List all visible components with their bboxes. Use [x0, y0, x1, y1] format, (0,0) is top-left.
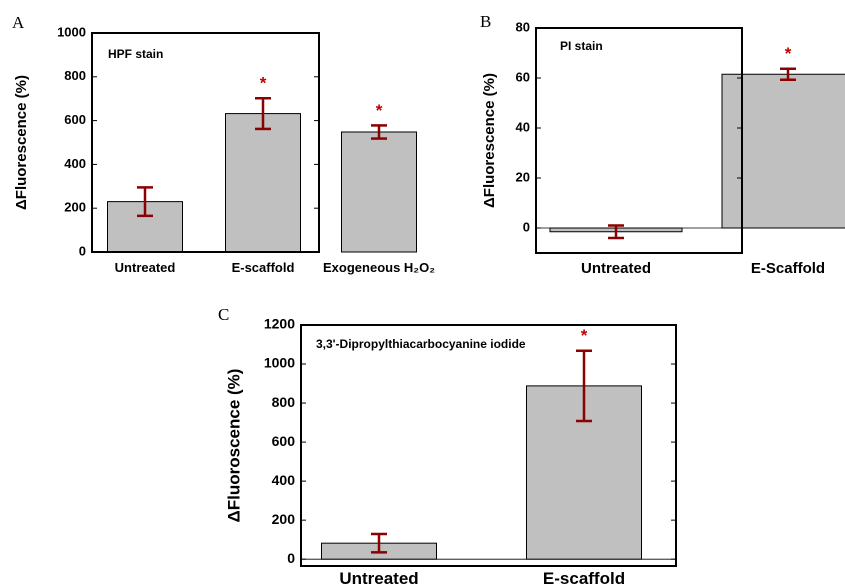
y-tick-label: 20 — [516, 169, 530, 184]
panel-letter: A — [12, 13, 25, 32]
y-tick-label: 200 — [64, 200, 86, 215]
significance-star-2: * — [260, 74, 267, 93]
y-tick-label: 400 — [272, 472, 296, 488]
y-tick-label: 1000 — [57, 24, 86, 39]
y-tick-label: 0 — [523, 219, 530, 234]
x-tick-label-3: Exogeneous H₂O₂ — [323, 260, 435, 275]
y-axis-title: ΔFluorescence (%) — [481, 73, 498, 208]
y-tick-label: 600 — [64, 112, 86, 127]
y-tick-label: 600 — [272, 433, 296, 449]
plot-frame — [91, 32, 320, 253]
stain-label: 3,3'-Dipropylthiacarbocyanine iodide — [316, 337, 526, 351]
panel-c: C Untreated * E-scaffold 0 200 400 600 800 1000 12… — [218, 305, 677, 587]
plot-frame — [300, 324, 677, 567]
bar-2 — [225, 113, 301, 253]
y-tick-label: 60 — [516, 69, 530, 84]
x-tick-label-1: Untreated — [581, 260, 651, 277]
y-tick-label: 80 — [516, 19, 530, 34]
plot-frame — [535, 27, 743, 254]
bar-2 — [721, 73, 845, 229]
y-tick-label: 1000 — [264, 355, 295, 371]
y-tick-label: 40 — [516, 119, 530, 134]
panel-a: A Untreated * E-scaffold * Exogeneous H₂O₂ 0 20… — [12, 13, 435, 275]
panel-letter: B — [480, 12, 491, 31]
x-tick-label-1: Untreated — [115, 260, 176, 275]
panel-b: B Untreated * E-Scaffold 0 20 40 60 80 PI stain ΔF… — [480, 12, 845, 277]
y-tick-label: 200 — [272, 511, 296, 527]
y-axis-title: ΔFluoroscence (%) — [224, 369, 243, 523]
y-tick-label: 1200 — [264, 316, 295, 332]
x-tick-label-2: E-scaffold — [543, 569, 625, 587]
x-tick-label-1: Untreated — [339, 569, 418, 587]
bar-3 — [341, 131, 417, 253]
x-tick-label-2: E-scaffold — [232, 260, 295, 275]
y-tick-label: 0 — [79, 243, 86, 258]
significance-star-2: * — [785, 44, 792, 63]
stain-label: PI stain — [560, 39, 603, 53]
y-tick-label: 0 — [287, 550, 295, 566]
stain-label: HPF stain — [108, 47, 163, 61]
y-tick-label: 800 — [64, 68, 86, 83]
y-tick-label: 400 — [64, 156, 86, 171]
x-tick-label-2: E-Scaffold — [751, 260, 825, 277]
y-tick-label: 800 — [272, 394, 296, 410]
panel-letter: C — [218, 305, 229, 324]
y-axis-title: ΔFluorescence (%) — [13, 75, 30, 210]
significance-star-3: * — [376, 101, 383, 120]
significance-star-2: * — [581, 326, 588, 345]
